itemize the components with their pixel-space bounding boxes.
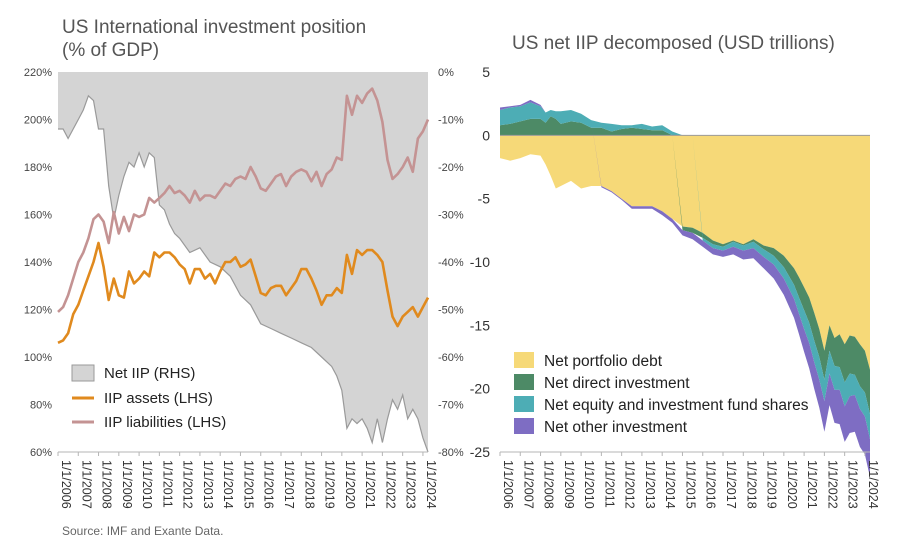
right-x-tick-label: 1/1/2010 [582, 460, 596, 509]
left-chart-title-line1: US International investment position [62, 17, 367, 38]
left-x-tick-label: 1/1/2006 [59, 460, 73, 509]
left-x-tick-label: 1/1/2018 [302, 460, 316, 509]
net-iip-line [58, 94, 429, 453]
right-x-tick-label: 1/1/2014 [663, 460, 677, 509]
left-y-tick-label: 120% [24, 305, 52, 317]
right-x-tick-label: 1/1/2024 [866, 460, 880, 509]
net-iip-area [58, 72, 428, 452]
right-y-tick-label: -80% [438, 447, 464, 459]
right-y-tick-label: 0% [438, 67, 454, 79]
right-x-tick-label: 1/1/2009 [562, 460, 576, 509]
right-chart-y-tick-label: -5 [478, 191, 491, 207]
left-x-tick-label: 1/1/2022 [383, 460, 397, 509]
legend-assets-label: IIP assets (LHS) [104, 390, 213, 407]
left-x-tick-label: 1/1/2016 [262, 460, 276, 509]
right-x-tick-label: 1/1/2007 [521, 460, 535, 509]
left-x-tick-label: 1/1/2023 [404, 460, 418, 509]
left-x-tick-label: 1/1/2007 [79, 460, 93, 509]
left-x-tick-label: 1/1/2024 [424, 460, 438, 509]
left-x-tick-label: 1/1/2019 [323, 460, 337, 509]
left-y-tick-label: 220% [24, 67, 52, 79]
right-y-tick-label: -40% [438, 257, 464, 269]
left-x-tick-label: 1/1/2008 [100, 460, 114, 509]
left-y-tick-label: 200% [24, 115, 52, 127]
right-y-tick-label: -30% [438, 210, 464, 222]
right-y-tick-label: -10% [438, 115, 464, 127]
source-note: Source: IMF and Exante Data. [62, 524, 224, 538]
legend-portfolio-debt-label: Net portfolio debt [544, 353, 663, 370]
left-chart-title: US International investment position (% … [62, 16, 402, 62]
left-x-tick-label: 1/1/2009 [120, 460, 134, 509]
legend-equity-funds-swatch [514, 396, 534, 412]
right-y-tick-label: -50% [438, 305, 464, 317]
right-chart-y-tick-label: -25 [470, 444, 490, 460]
right-chart-y-tick-label: -10 [470, 254, 490, 270]
right-y-tick-label: -20% [438, 162, 464, 174]
iip-liabilities-line [57, 87, 430, 313]
right-x-tick-label: 1/1/2008 [542, 460, 556, 509]
legend-portfolio-debt-swatch [514, 352, 534, 368]
right-chart-y-tick-label: -20 [470, 381, 490, 397]
right-chart-y-tick-label: -15 [470, 317, 490, 333]
legend-net-iip-label: Net IIP (RHS) [104, 365, 195, 382]
left-x-tick-label: 1/1/2020 [343, 460, 357, 509]
right-x-tick-label: 1/1/2016 [704, 460, 718, 509]
left-x-tick-label: 1/1/2013 [201, 460, 215, 509]
legend-liabilities-label: IIP liabilities (LHS) [104, 414, 226, 431]
right-x-tick-label: 1/1/2011 [602, 460, 616, 508]
legend-direct-investment-swatch [514, 374, 534, 390]
right-x-tick-label: 1/1/2020 [785, 460, 799, 509]
right-x-tick-label: 1/1/2013 [643, 460, 657, 509]
left-x-tick-label: 1/1/2014 [221, 460, 235, 509]
left-y-tick-label: 140% [24, 257, 52, 269]
left-x-tick-label: 1/1/2011 [160, 460, 174, 508]
legend-other-investment-swatch [514, 418, 534, 434]
iip-assets-line [57, 241, 430, 344]
right-y-tick-label: -60% [438, 352, 464, 364]
left-x-tick-label: 1/1/2012 [181, 460, 195, 509]
right-chart-title: US net IIP decomposed (USD trillions) [512, 33, 835, 54]
left-y-tick-label: 160% [24, 210, 52, 222]
left-x-tick-label: 1/1/2015 [241, 460, 255, 509]
left-y-tick-label: 80% [30, 400, 52, 412]
left-x-tick-label: 1/1/2010 [140, 460, 154, 509]
left-y-tick-label: 180% [24, 162, 52, 174]
left-x-tick-label: 1/1/2017 [282, 460, 296, 509]
right-y-tick-label: -70% [438, 400, 464, 412]
right-chart-y-tick-label: 0 [482, 127, 490, 143]
left-y-tick-label: 60% [30, 447, 52, 459]
right-x-tick-label: 1/1/2022 [825, 460, 839, 509]
right-x-tick-label: 1/1/2018 [744, 460, 758, 509]
right-x-tick-label: 1/1/2015 [683, 460, 697, 509]
right-chart-y-tick-label: 5 [482, 64, 490, 80]
legend-direct-investment-label: Net direct investment [544, 375, 690, 392]
right-x-tick-label: 1/1/2006 [501, 460, 515, 509]
legend-net-iip-swatch [71, 364, 95, 382]
right-x-tick-label: 1/1/2019 [765, 460, 779, 509]
left-chart-title-line2: (% of GDP) [62, 40, 160, 61]
left-y-tick-label: 100% [24, 352, 52, 364]
left-x-tick-label: 1/1/2021 [363, 460, 377, 509]
portfolio-debt-area [500, 135, 870, 370]
right-x-tick-label: 1/1/2023 [846, 460, 860, 509]
legend-equity-funds-label: Net equity and investment fund shares [544, 397, 809, 414]
right-x-tick-label: 1/1/2017 [724, 460, 738, 509]
right-x-tick-label: 1/1/2012 [623, 460, 637, 509]
right-x-tick-label: 1/1/2021 [805, 460, 819, 509]
legend-other-investment-label: Net other investment [544, 419, 688, 436]
